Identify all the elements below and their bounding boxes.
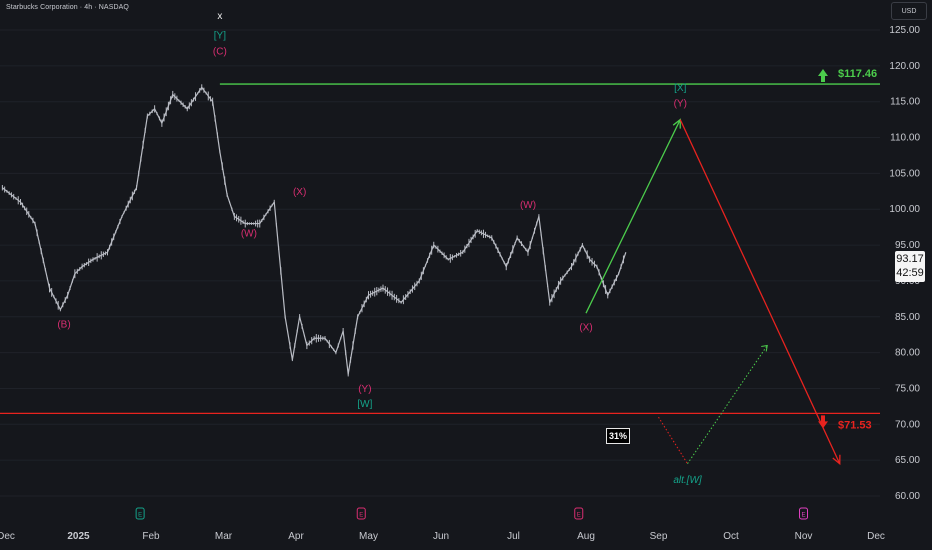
y-tick-label: 105.00 [889, 168, 920, 179]
earnings-marker-glyph: E [801, 513, 805, 519]
y-tick-label: 120.00 [889, 61, 920, 72]
wave-labels: x [Y] (C) (B) (W) (X) (Y) [W] (W) (X) [X] (Y) alt.[W… [57, 11, 702, 486]
probability-badge: 31% [606, 428, 630, 444]
y-tick-label: 115.00 [890, 97, 920, 108]
wave-label: (B) [57, 320, 70, 331]
wave-label: [W] [357, 399, 372, 410]
wave-label: alt.[W] [673, 475, 702, 486]
wave-label: (W) [241, 228, 257, 239]
x-tick-label: Sep [650, 531, 668, 542]
x-axis: Dec 2025 Feb Mar Apr May Jun Jul Aug Sep Oct Nov Dec [0, 531, 885, 542]
earnings-marker-frame [574, 507, 584, 520]
wave-label: (Y) [358, 384, 371, 395]
arrowhead-icon [832, 454, 841, 466]
earnings-marker-glyph: E [138, 513, 142, 519]
chart-title: Starbucks Corporation · 4h · NASDAQ [6, 4, 129, 11]
y-tick-label: 125.00 [889, 25, 920, 36]
arrowhead-icon [761, 344, 768, 352]
x-tick-label: Nov [795, 531, 813, 542]
x-tick-label: Jun [433, 531, 449, 542]
earnings-marker-glyph: E [577, 513, 581, 519]
up-arrow-icon [818, 69, 828, 83]
y-tick-label: 60.00 [895, 491, 920, 502]
x-tick-label: Mar [215, 531, 233, 542]
y-tick-label: 75.00 [895, 383, 920, 394]
level-lines: $117.46 $71.53 [0, 68, 880, 431]
earnings-marker-glyph: E [359, 513, 363, 519]
x-tick-label: Oct [723, 531, 739, 542]
bar-countdown: 42:59 [896, 267, 924, 279]
earnings-icon[interactable]: E [574, 507, 584, 520]
price-series [1, 84, 627, 377]
down-arrow-icon [818, 415, 828, 429]
wave-label: (X) [579, 322, 592, 333]
level-label: $71.53 [838, 419, 872, 431]
arrowhead-icon [672, 118, 681, 129]
y-tick-label: 70.00 [895, 419, 920, 430]
earnings-marker-frame [799, 507, 808, 520]
projection-lines [585, 118, 841, 466]
alt-projection-up [687, 345, 768, 465]
y-tick-label: 100.00 [889, 204, 920, 215]
projection-line [585, 119, 681, 314]
y-tick-label: 80.00 [895, 348, 920, 359]
y-tick-label: 95.00 [895, 240, 920, 251]
last-price-tag: 93.17 42:59 [895, 251, 925, 282]
y-tick-label: 85.00 [895, 312, 920, 323]
y-tick-label: 110.00 [890, 133, 920, 144]
wave-label: [Y] [214, 31, 226, 42]
grid-lines [0, 29, 880, 497]
x-tick-label: Jul [507, 531, 520, 542]
x-tick-label: Dec [867, 531, 885, 542]
alt-projection-down [658, 416, 688, 465]
y-tick-label: 65.00 [895, 455, 920, 466]
earnings-marker-frame [356, 507, 366, 520]
earnings-icon[interactable]: E [799, 507, 808, 520]
wave-label: (X) [293, 187, 306, 198]
currency-selector[interactable]: USD [891, 2, 927, 20]
price-line [2, 86, 627, 375]
earnings-icon[interactable]: E [356, 507, 366, 520]
wave-label: (C) [213, 46, 227, 57]
projection-line [679, 119, 841, 465]
wave-label: (Y) [674, 99, 687, 110]
x-tick-label: Aug [577, 531, 595, 542]
x-tick-label: 2025 [67, 531, 90, 542]
x-tick-label: Apr [288, 531, 304, 542]
earnings-icon[interactable]: E [135, 507, 145, 520]
level-label: $117.46 [838, 68, 877, 80]
earnings-marker-frame [135, 507, 145, 520]
wave-label: [X] [674, 83, 686, 94]
x-tick-label: Feb [142, 531, 160, 542]
x-tick-label: May [359, 531, 378, 542]
last-price: 93.17 [896, 253, 924, 265]
wave-label: (W) [520, 200, 536, 211]
x-tick-label: Dec [0, 531, 15, 542]
wave-label: x [217, 11, 222, 22]
